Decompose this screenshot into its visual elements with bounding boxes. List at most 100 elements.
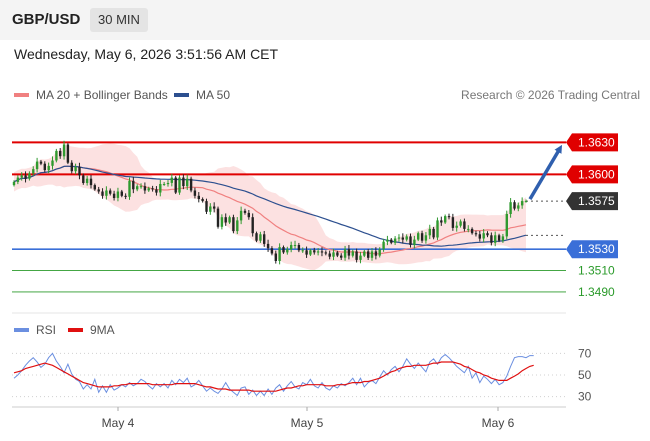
candle (309, 248, 312, 257)
candle-body (301, 250, 304, 252)
candle-body (59, 150, 62, 157)
candle (93, 183, 96, 191)
candle-body (305, 250, 308, 255)
candle-body (224, 217, 227, 223)
level-label-1.3600: 1.3600 (578, 167, 615, 181)
candle-body (517, 205, 520, 209)
candle (290, 241, 293, 253)
candle-body (286, 249, 289, 253)
candle (224, 213, 227, 226)
level-lines (12, 141, 566, 293)
candle-body (124, 195, 127, 197)
candle (459, 219, 462, 228)
rsi-label: RSI (36, 323, 57, 337)
candle-body (355, 251, 358, 260)
candle (478, 230, 481, 242)
candle (170, 173, 173, 187)
candle (413, 235, 416, 249)
candle (78, 162, 81, 180)
ma20-swatch (14, 92, 29, 97)
candle-body (409, 236, 412, 245)
candle-body (232, 217, 235, 232)
candle-body (436, 220, 439, 238)
candle (328, 250, 331, 260)
candle (139, 183, 143, 189)
candle-body (513, 202, 516, 209)
candle (424, 232, 428, 244)
candle (351, 249, 354, 258)
candle-body (440, 220, 443, 223)
candle (347, 245, 351, 260)
candle (159, 179, 162, 197)
candle-body (336, 252, 339, 256)
candle (216, 206, 220, 229)
x-tick-label: May 5 (291, 416, 324, 430)
candle (236, 217, 239, 235)
candle (513, 200, 516, 211)
candle-body (236, 220, 239, 232)
candle-body (35, 161, 39, 170)
candle-body (459, 221, 462, 226)
candle (494, 231, 497, 247)
candle (440, 216, 443, 226)
candle (336, 250, 339, 258)
candle-body (70, 162, 73, 172)
candle-body (82, 175, 85, 183)
timeframe-button[interactable]: 30 MIN (90, 8, 148, 32)
candle-body (255, 233, 258, 241)
candle (497, 233, 501, 243)
candle (193, 187, 197, 199)
candlesticks (12, 140, 528, 265)
candle-body (263, 234, 266, 244)
candle (390, 238, 393, 245)
forecast-arrow-line (528, 144, 563, 201)
candle (401, 233, 404, 244)
x-axis: May 4 May 5 May 6 (12, 406, 566, 430)
candle (521, 197, 524, 209)
candle-body (166, 183, 170, 185)
candle-body (497, 235, 501, 241)
candle-body (159, 184, 162, 193)
candle (128, 177, 131, 200)
candle-body (28, 173, 31, 179)
candle-body (463, 221, 466, 229)
candle-body (393, 238, 397, 243)
candle (428, 224, 431, 240)
candle (85, 175, 89, 186)
candle-body (205, 201, 208, 212)
candle (340, 253, 343, 260)
candle-body (474, 233, 478, 235)
candle (255, 231, 258, 243)
candle (151, 185, 154, 192)
candle-body (363, 251, 366, 256)
candle-body (47, 165, 50, 171)
candle-body (313, 250, 316, 253)
candle (162, 182, 166, 186)
rsi-panel: 70 50 30 (12, 312, 592, 404)
candle (105, 186, 108, 200)
candle (451, 213, 455, 231)
ma20-line (13, 165, 527, 255)
candle-body (482, 233, 485, 239)
candle-body (340, 255, 343, 258)
candle-body (478, 234, 481, 239)
ma50-line (13, 165, 527, 247)
level-label-1.3630-tag (566, 133, 618, 152)
candle-body (309, 250, 312, 255)
candle-body (43, 163, 46, 171)
candle-body (524, 201, 528, 203)
candle (436, 217, 439, 241)
candle-body (521, 201, 524, 206)
level-label-1.3575: 1.3575 (578, 194, 615, 208)
currency-pair: GBP/USD (12, 11, 81, 28)
candle (324, 250, 327, 256)
candle (62, 140, 66, 160)
candle-body (147, 188, 150, 191)
candle (263, 230, 266, 247)
candle (189, 176, 193, 193)
candle (355, 248, 358, 263)
candle-body (509, 202, 512, 214)
credit-text: Research © 2026 Trading Central (461, 88, 640, 102)
candle-body (85, 178, 89, 183)
candle-body (32, 169, 35, 174)
